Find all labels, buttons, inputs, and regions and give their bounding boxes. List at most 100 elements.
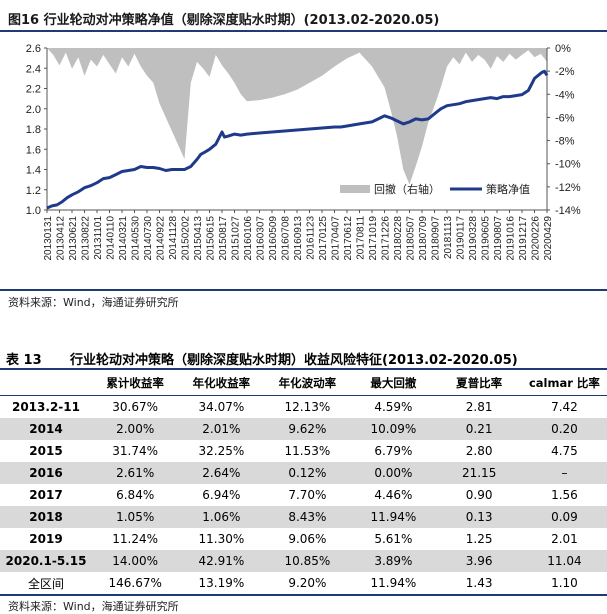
row-label: 2017 bbox=[29, 488, 63, 502]
row-label: 全区间 bbox=[0, 572, 92, 596]
x-tick-label: 20140110 bbox=[106, 216, 117, 260]
header-cell-max-drawdown: 最大回撤 bbox=[350, 371, 437, 396]
x-tick-label: 20161123 bbox=[306, 216, 317, 260]
x-tick-label: 20130621 bbox=[68, 216, 79, 261]
table-row: 2015 31.74% 32.25% 11.53% 6.79% 2.80 4.7… bbox=[0, 440, 607, 462]
x-tick-label: 20171019 bbox=[368, 216, 379, 261]
x-tick-label: 20160913 bbox=[293, 216, 304, 261]
x-tick-label: 20131101 bbox=[93, 216, 104, 260]
x-tick-label: 20170612 bbox=[343, 216, 354, 261]
table-cell: 5.61% bbox=[374, 532, 413, 546]
nav-line bbox=[46, 69, 549, 210]
header-cell-calmar: calmar 比率 bbox=[521, 371, 607, 396]
header-cell-cum-return: 累计收益率 bbox=[91, 371, 179, 396]
x-tick-label: 20190117 bbox=[456, 216, 467, 260]
x-tick-label: 20130412 bbox=[56, 216, 67, 261]
right-tick-label: -10% bbox=[555, 159, 581, 171]
table-header-row: 累计收益率 年化收益率 年化波动率 最大回撤 夏普比率 calmar 比率 bbox=[0, 371, 607, 396]
table-row: 全区间 146.67% 13.19% 9.20% 11.94% 1.43 1.1… bbox=[0, 572, 607, 596]
row-label: 2013.2-11 bbox=[11, 400, 80, 414]
table-cell: 2.81 bbox=[465, 400, 493, 414]
x-tick-label: 20140922 bbox=[156, 216, 167, 261]
table-cell: 4.46% bbox=[374, 488, 413, 502]
table-cell: 4.59% bbox=[374, 400, 413, 414]
right-tick-label: -2% bbox=[555, 66, 575, 78]
table-cell: 11.30% bbox=[198, 532, 245, 546]
table-cell: 6.94% bbox=[202, 488, 241, 502]
row-label: 2020.1-5.15 bbox=[0, 550, 92, 572]
table-cell: 0.90 bbox=[465, 488, 493, 502]
table-cell: 10.09% bbox=[350, 418, 437, 440]
right-tick-label: -6% bbox=[555, 112, 575, 124]
table-cell: 3.96 bbox=[436, 550, 522, 572]
table-cell: 1.06% bbox=[178, 506, 265, 528]
table-cell: 11.04 bbox=[521, 550, 607, 572]
table-caption: 表 13 行业轮动对冲策略（剔除深度贴水时期）收益风险特征(2013.02-20… bbox=[0, 348, 607, 368]
table-row: 2020.1-5.15 14.00% 42.91% 10.85% 3.89% 3… bbox=[0, 550, 607, 572]
table-cell: 0.20 bbox=[521, 418, 607, 440]
table-cell: 2.64% bbox=[178, 462, 265, 484]
table-cell: 11.24% bbox=[112, 532, 159, 546]
table-cell: 10.85% bbox=[264, 550, 351, 572]
table-cell: 1.10 bbox=[521, 572, 607, 596]
row-label: 2016 bbox=[0, 462, 92, 484]
x-tick-label: 20171226 bbox=[381, 216, 392, 261]
header-cell-sharpe: 夏普比率 bbox=[436, 371, 522, 396]
left-tick-label: 1.0 bbox=[26, 205, 41, 217]
table-cell: 146.67% bbox=[91, 572, 179, 596]
table-cell: 11.94% bbox=[350, 572, 437, 596]
table-cell: 1.05% bbox=[91, 506, 179, 528]
left-tick-label: 2.6 bbox=[26, 43, 41, 55]
table-cell: 4.75 bbox=[551, 444, 578, 458]
table-row: 2017 6.84% 6.94% 7.70% 4.46% 0.90 1.56 bbox=[0, 484, 607, 506]
right-tick-label: -14% bbox=[555, 205, 581, 217]
legend-label-drawdown: 回撤（右轴） bbox=[374, 182, 440, 196]
figure-bottom-rule bbox=[0, 289, 607, 291]
table-cell: 30.67% bbox=[112, 400, 159, 414]
table-cell: 21.15 bbox=[436, 462, 522, 484]
x-tick-label: 20150413 bbox=[193, 216, 204, 261]
x-tick-label: 20160106 bbox=[243, 216, 254, 261]
x-tick-label: 20191217 bbox=[518, 216, 529, 261]
left-tick-label: 1.6 bbox=[26, 144, 41, 156]
right-tick-label: -12% bbox=[555, 182, 581, 194]
left-tick-label: 1.4 bbox=[26, 165, 41, 177]
row-label: 2014 bbox=[0, 418, 92, 440]
x-tick-label: 20170125 bbox=[318, 216, 329, 261]
header-cell-period bbox=[0, 371, 92, 396]
x-tick-label: 20170407 bbox=[331, 216, 342, 261]
table-cell: 11.53% bbox=[284, 444, 331, 458]
legend-swatch-drawdown bbox=[340, 185, 370, 193]
table-cell: – bbox=[521, 462, 607, 484]
table-row: 2019 11.24% 11.30% 9.06% 5.61% 1.25 2.01 bbox=[0, 528, 607, 550]
x-tick-label: 20180709 bbox=[418, 216, 429, 261]
table-row: 2018 1.05% 1.06% 8.43% 11.94% 0.13 0.09 bbox=[0, 506, 607, 528]
left-tick-label: 1.2 bbox=[26, 185, 41, 197]
table-cell: 2.01% bbox=[178, 418, 265, 440]
x-tick-label: 20151027 bbox=[231, 216, 242, 261]
table-cell: 9.20% bbox=[264, 572, 351, 596]
left-tick-label: 2.2 bbox=[26, 84, 41, 96]
table-cell: 0.12% bbox=[264, 462, 351, 484]
risk-return-table: 累计收益率 年化收益率 年化波动率 最大回撤 夏普比率 calmar 比率 20… bbox=[0, 371, 607, 596]
x-tick-label: 20200226 bbox=[531, 216, 542, 261]
title-rule bbox=[0, 30, 607, 32]
right-tick-label: 0% bbox=[555, 43, 571, 55]
table-cell: 0.09 bbox=[521, 506, 607, 528]
figure-source: 资料来源：Wind，海通证券研究所 bbox=[8, 296, 179, 309]
table-row: 2013.2-11 30.67% 34.07% 12.13% 4.59% 2.8… bbox=[0, 396, 607, 419]
table-cell: 0.21 bbox=[436, 418, 522, 440]
left-tick-label: 2.4 bbox=[26, 63, 41, 75]
x-tick-label: 20200429 bbox=[543, 216, 554, 261]
x-tick-label: 20140530 bbox=[131, 216, 142, 261]
figure-title: 图16 行业轮动对冲策略净值（剔除深度贴水时期）(2013.02-2020.05… bbox=[8, 13, 440, 28]
table-cell: 42.91% bbox=[178, 550, 265, 572]
nav-drawdown-chart: 1.0 1.2 1.4 1.6 1.8 2.0 2.2 2.4 2.6 0% -2% -4% -6% -8… bbox=[26, 43, 581, 261]
table-cell: 0.00% bbox=[350, 462, 437, 484]
left-tick-label: 1.8 bbox=[26, 124, 41, 136]
table-title: 行业轮动对冲策略（剔除深度贴水时期）收益风险特征(2013.02-2020.05… bbox=[70, 353, 518, 368]
x-tick-label: 20190605 bbox=[481, 216, 492, 261]
x-tick-label: 20181113 bbox=[443, 216, 454, 259]
table-cell: 2.01 bbox=[551, 532, 578, 546]
row-label: 2018 bbox=[0, 506, 92, 528]
